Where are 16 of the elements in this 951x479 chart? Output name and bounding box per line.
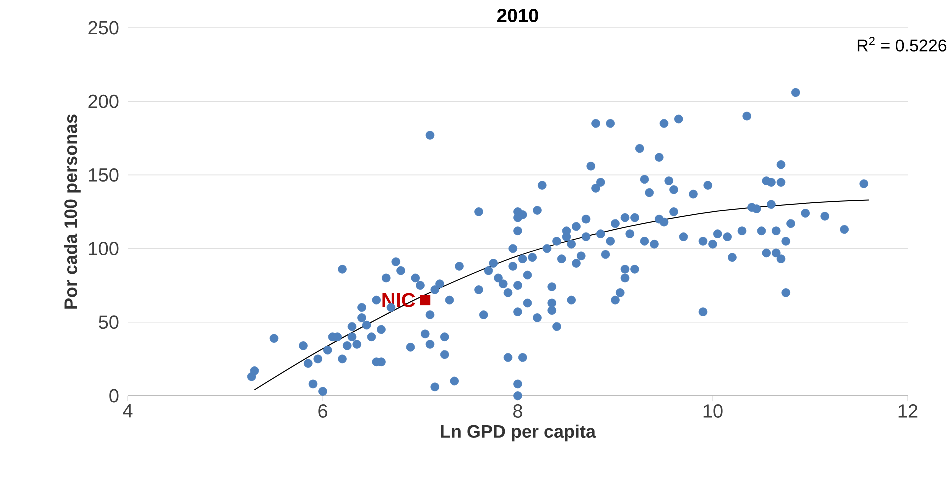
y-axis-title: Por cada 100 personas [64,114,81,309]
y-tick-label: 0 [110,389,119,403]
annotation: R$^{2}$ = 0.5226 [858,37,947,52]
x-tick-label: 4 [123,404,133,418]
x-axis-title: Ln GPD per capita [441,424,596,442]
y-tick-label: 200 [88,94,119,108]
chart-title: 2010 [498,9,538,22]
x-tick-label: 8 [514,404,522,418]
x-tick-label: 6 [318,404,328,418]
y-tick-label: 100 [89,242,119,256]
y-tick-label: 250 [88,21,119,35]
x-tick-label: 12 [898,404,918,418]
y-tick-label: 50 [99,316,119,330]
line-series [254,200,870,391]
x-tick-label: 10 [704,404,723,418]
y-tick-label: 150 [89,168,119,182]
